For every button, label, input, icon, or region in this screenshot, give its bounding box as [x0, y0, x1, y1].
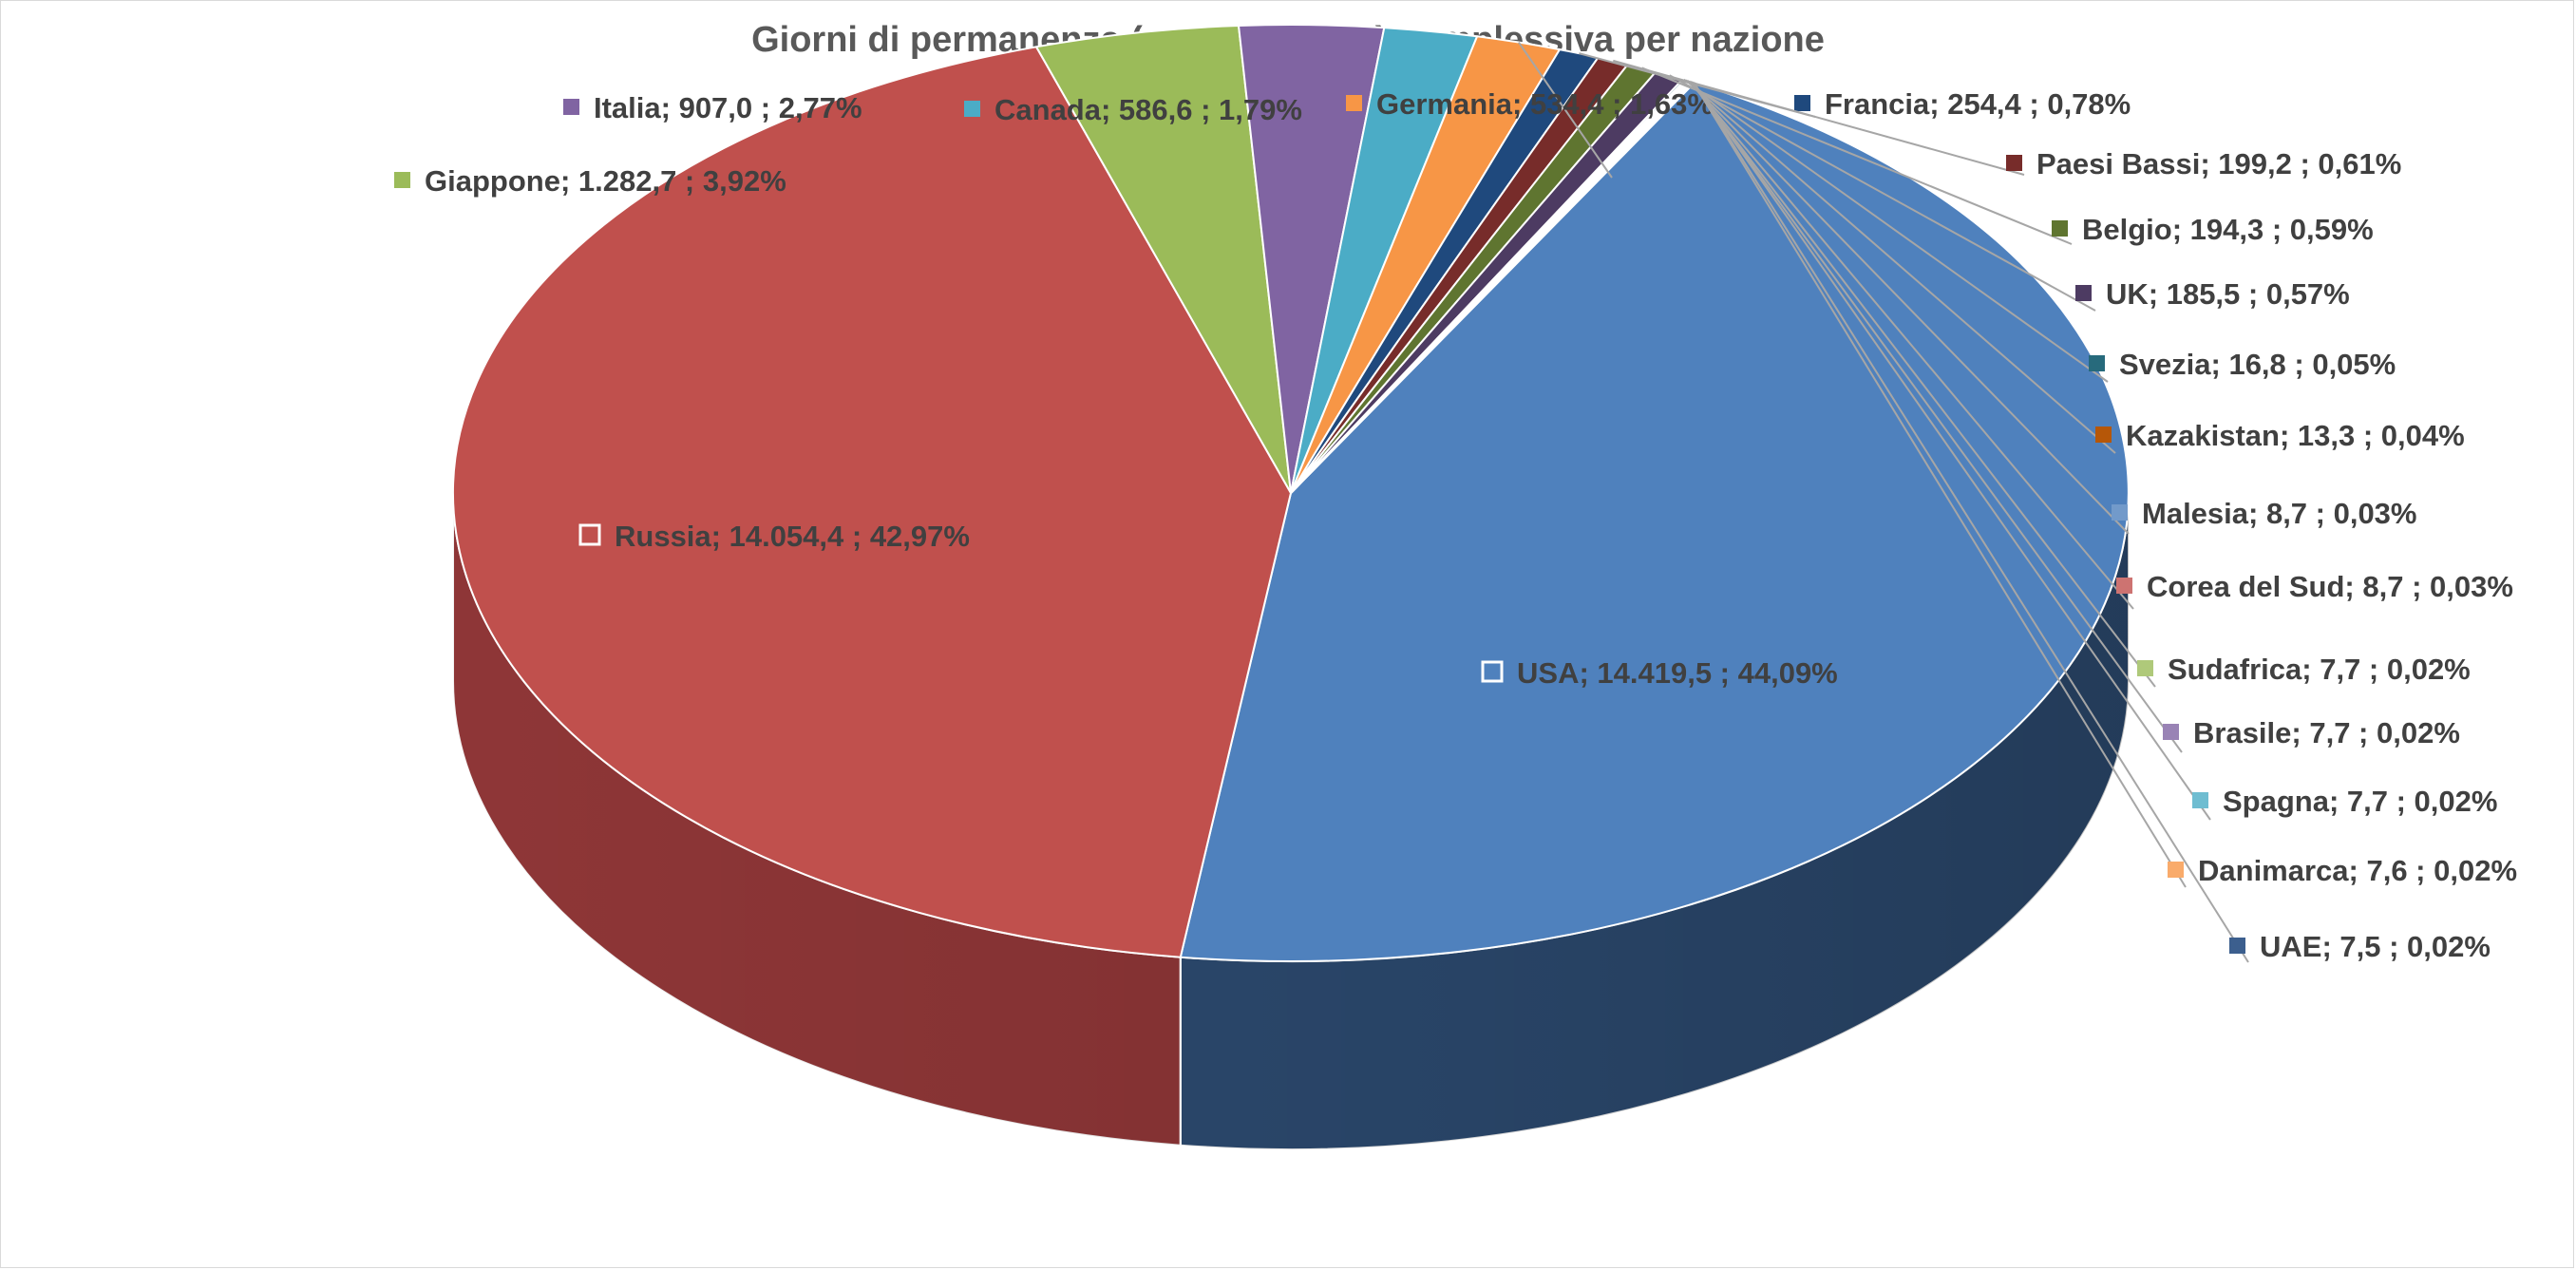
data-label-paesi-bassi: Paesi Bassi; 199,2 ; 0,61% — [2036, 147, 2401, 180]
data-label-uk: UK; 185,5 ; 0,57% — [2106, 277, 2350, 311]
leader-line-belgio — [1641, 66, 2073, 245]
data-label-kazakistan: Kazakistan; 13,3 ; 0,04% — [2126, 419, 2465, 452]
label-key-russia — [578, 523, 601, 546]
label-key-usa — [1481, 660, 1504, 683]
data-label-spagna: Spagna; 7,7 ; 0,02% — [2223, 785, 2497, 818]
data-label-danimarca: Danimarca; 7,6 ; 0,02% — [2198, 854, 2517, 887]
label-key-spagna — [2192, 792, 2208, 808]
leader-line-kazakistan — [1685, 79, 2116, 454]
data-label-brasile: Brasile; 7,7 ; 0,02% — [2193, 716, 2460, 749]
data-label-corea-del-sud: Corea del Sud; 8,7 ; 0,03% — [2147, 570, 2513, 603]
label-key-paesi-bassi — [2006, 155, 2022, 171]
leader-line-paesi-bassi — [1613, 59, 2025, 176]
data-label-italia: Italia; 907,0 ; 2,77% — [594, 91, 862, 124]
data-label-malesia: Malesia; 8,7 ; 0,03% — [2142, 497, 2417, 530]
leader-line-uk — [1669, 74, 2096, 312]
label-key-belgio — [2052, 220, 2068, 237]
leader-line-brasile — [1690, 81, 2183, 753]
label-key-germania — [1346, 95, 1362, 111]
label-key-corea-del-sud — [2116, 578, 2132, 594]
slice-giappone — [1034, 24, 1292, 494]
rim-shading — [453, 493, 2129, 1149]
slice-russia — [452, 46, 1293, 958]
leader-line-svezia — [1683, 78, 2109, 383]
label-key-italia — [563, 99, 579, 115]
data-label-giappone: Giappone; 1.282,7 ; 3,92% — [425, 164, 786, 198]
label-key-giappone — [394, 172, 410, 188]
label-key-uae — [2229, 938, 2245, 954]
slice-usa — [1179, 81, 2130, 962]
data-labels: USA; 14.419,5 ; 44,09% Russia; 14.054,4 ;… — [394, 42, 2517, 963]
data-label-svezia: Svezia; 16,8 ; 0,05% — [2119, 348, 2396, 381]
data-label-usa: USA; 14.419,5 ; 44,09% — [1517, 656, 1838, 690]
data-label-francia: Francia; 254,4 ; 0,78% — [1825, 87, 2131, 121]
label-key-brasile — [2163, 724, 2179, 740]
data-label-uae: UAE; 7,5 ; 0,02% — [2260, 930, 2491, 963]
label-key-francia — [1794, 95, 1810, 111]
leader-line-sudafrica — [1689, 80, 2156, 688]
leader-line-uae — [1693, 82, 2249, 963]
label-key-svezia — [2089, 355, 2105, 371]
data-label-belgio: Belgio; 194,3 ; 0,59% — [2082, 213, 2374, 246]
data-label-russia: Russia; 14.054,4 ; 42,97% — [615, 520, 970, 553]
label-key-malesia — [2112, 504, 2128, 521]
label-key-uk — [2075, 285, 2092, 301]
label-key-danimarca — [2168, 862, 2184, 878]
leader-line-spagna — [1691, 81, 2211, 821]
leader-line-corea-del-sud — [1688, 80, 2134, 610]
label-key-sudafrica — [2137, 660, 2153, 676]
leader-line-germania — [1518, 42, 1613, 179]
data-label-canada: Canada; 586,6 ; 1,79% — [994, 93, 1302, 126]
data-label-germania: Germania; 534,4 ; 1,63% — [1376, 87, 1714, 121]
leader-line-danimarca — [1692, 81, 2187, 888]
pie-slices — [452, 24, 2130, 962]
label-key-canada — [964, 101, 980, 117]
data-label-sudafrica: Sudafrica; 7,7 ; 0,02% — [2168, 653, 2471, 686]
leader-line-malesia — [1687, 80, 2130, 535]
label-key-kazakistan — [2095, 426, 2112, 443]
